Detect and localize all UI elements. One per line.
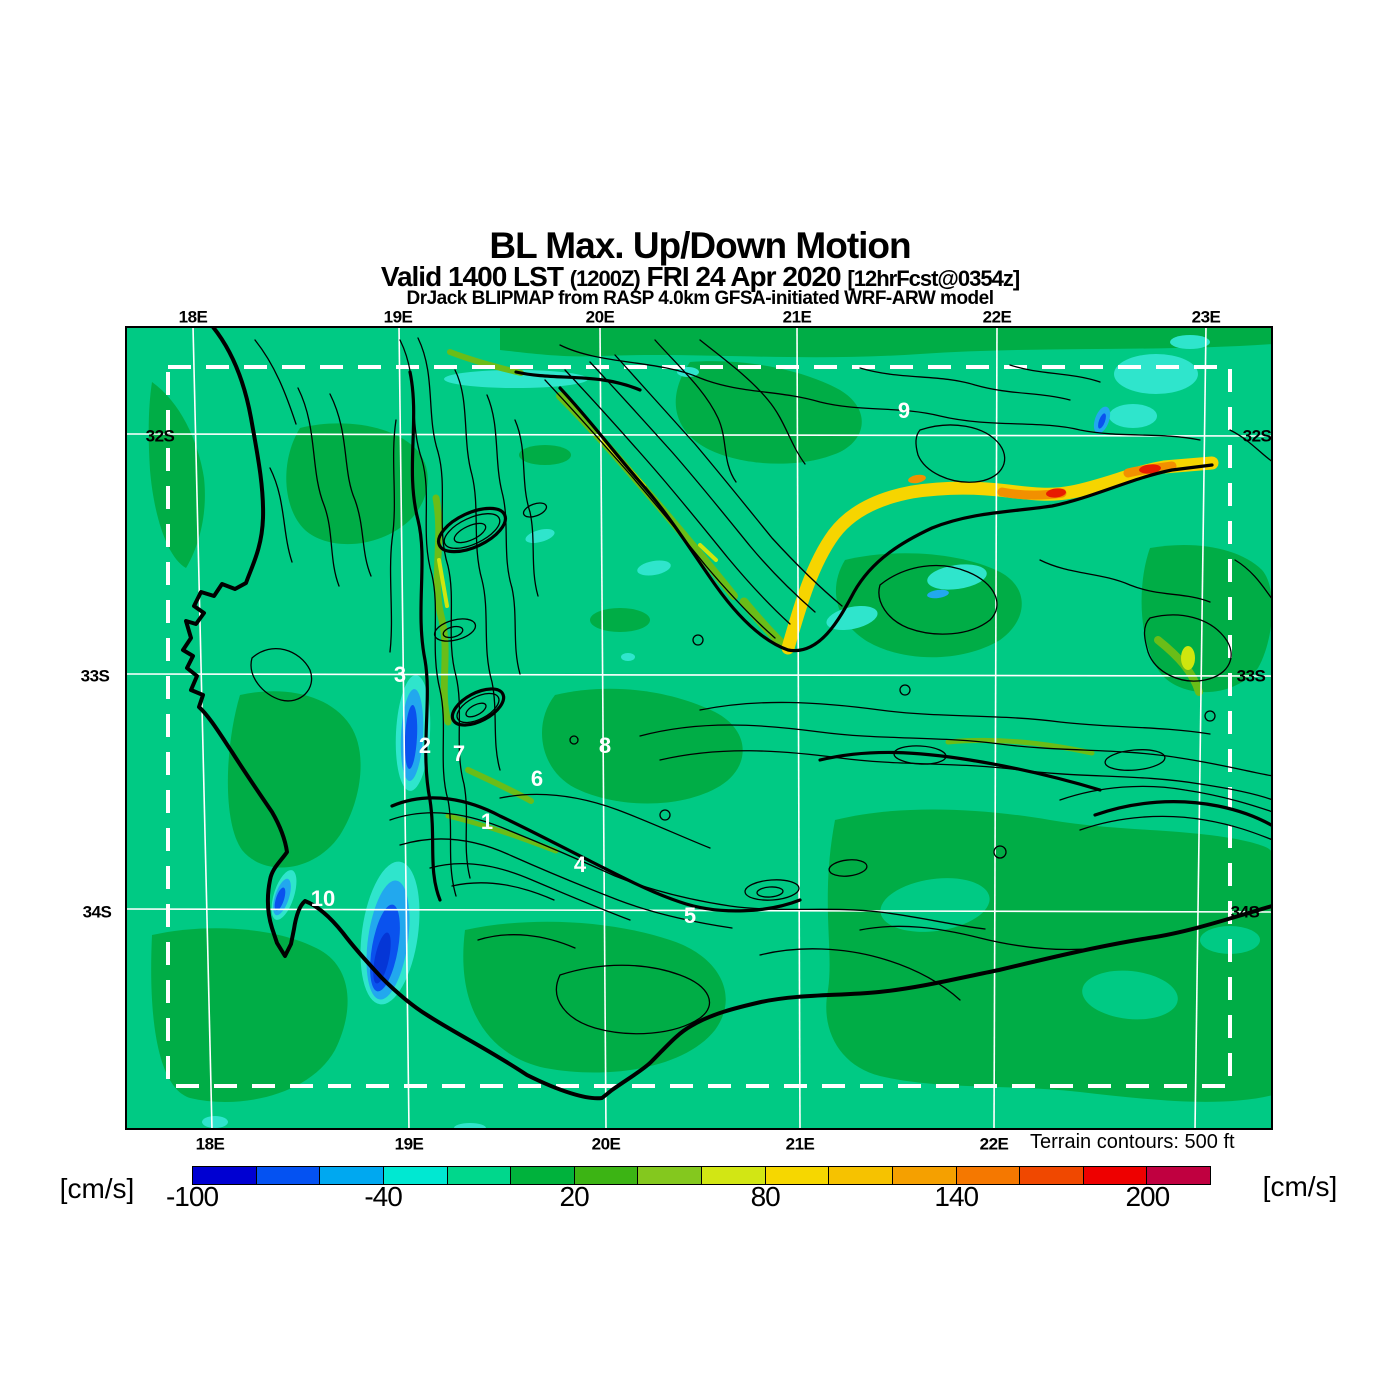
- axis-label-top: 20E: [585, 307, 615, 327]
- valid-time-line: Valid 1400 LST (1200Z) FRI 24 Apr 2020 […: [0, 261, 1400, 293]
- colorbar-tick: 20: [559, 1181, 590, 1212]
- domain-boundary-dashed: [166, 365, 1232, 1088]
- axis-label-bottom: 21E: [785, 1134, 815, 1154]
- forecast-map: [125, 326, 1273, 1130]
- axis-label-top: 23E: [1191, 307, 1221, 327]
- map-canvas: [125, 326, 1273, 1130]
- valid-time-zulu: (1200Z): [569, 266, 641, 291]
- map-marker: 5: [683, 903, 697, 928]
- colorbar-segment: [829, 1167, 893, 1184]
- colorbar-segment: [256, 1167, 321, 1184]
- colorbar-unit-right: [cm/s]: [1262, 1171, 1338, 1202]
- map-marker: 10: [310, 886, 336, 911]
- page-title: BL Max. Up/Down Motion: [489, 225, 911, 266]
- colorbar-segment: [765, 1167, 830, 1184]
- colorbar-tick: 200: [1125, 1181, 1170, 1212]
- colorbar-unit-left: [cm/s]: [59, 1173, 135, 1204]
- axis-label-top: 18E: [178, 307, 208, 327]
- map-marker: 3: [393, 662, 407, 687]
- map-marker: 2: [418, 733, 432, 758]
- terrain-note: Terrain contours: 500 ft: [1030, 1131, 1235, 1153]
- terrain-contours-thick: [390, 370, 1273, 913]
- colorbar-tick: -100: [165, 1181, 219, 1212]
- field-dab-orange: [908, 474, 926, 484]
- map-marker: 9: [897, 398, 911, 423]
- map-frame: [125, 326, 1273, 1130]
- terrain-contours-thin: [250, 337, 1273, 1035]
- axis-label-top: 22E: [982, 307, 1012, 327]
- field-patch-jade: [880, 878, 1260, 1020]
- colorbar-segment: [193, 1167, 257, 1184]
- axis-label-left: 34S: [82, 902, 112, 922]
- field-band-yellow: [781, 456, 1219, 655]
- colorbar-segment: [638, 1167, 702, 1184]
- axis-label-bottom: 18E: [195, 1134, 225, 1154]
- axis-label-top: 21E: [782, 307, 812, 327]
- colorbar-tick: 140: [934, 1181, 979, 1212]
- map-marker: 8: [598, 733, 612, 758]
- axis-label-bottom: 20E: [591, 1134, 621, 1154]
- map-marker: 6: [530, 766, 544, 791]
- colorbar-segment: [702, 1167, 766, 1184]
- model-description: DrJack BLIPMAP from RASP 4.0km GFSA-init…: [406, 288, 994, 309]
- map-marker: 4: [573, 852, 587, 877]
- axis-label-bottom: 19E: [394, 1134, 424, 1154]
- colorbar-segment: [1147, 1167, 1210, 1184]
- colorbar: [192, 1166, 1211, 1185]
- colorbar-segment: [1020, 1167, 1084, 1184]
- colorbar-tick: -40: [364, 1181, 402, 1212]
- colorbar-segment: [1083, 1167, 1148, 1184]
- colorbar-segment: [574, 1167, 639, 1184]
- map-marker: 7: [452, 741, 466, 766]
- coastline: [181, 326, 1273, 1101]
- colorbar-segment: [956, 1167, 1021, 1184]
- field-dab-red: [1046, 464, 1161, 498]
- colorbar-tick: 80: [750, 1181, 781, 1212]
- axis-label-right: 32S: [1242, 426, 1272, 446]
- axis-label-left: 32S: [145, 426, 175, 446]
- axis-label-bottom: 22E: [979, 1134, 1009, 1154]
- axis-label-right: 34S: [1230, 902, 1260, 922]
- colorbar-segment: [447, 1167, 512, 1184]
- colorbar-segment: [383, 1167, 448, 1184]
- field-dab-chartreuse: [1181, 646, 1195, 670]
- colorbar-segment: [892, 1167, 957, 1184]
- colorbar-segment: [511, 1167, 575, 1184]
- forecast-tag: [12hrFcst@0354z]: [847, 266, 1020, 291]
- colorbar-segment: [320, 1167, 384, 1184]
- axis-label-right: 33S: [1236, 666, 1266, 686]
- map-marker: 1: [480, 809, 494, 834]
- axis-label-top: 19E: [383, 307, 413, 327]
- axis-label-left: 33S: [80, 666, 110, 686]
- valid-time-main: Valid 1400 LST: [380, 261, 564, 292]
- graticule-lines: [125, 326, 1273, 1130]
- valid-date: FRI 24 Apr 2020: [646, 261, 842, 292]
